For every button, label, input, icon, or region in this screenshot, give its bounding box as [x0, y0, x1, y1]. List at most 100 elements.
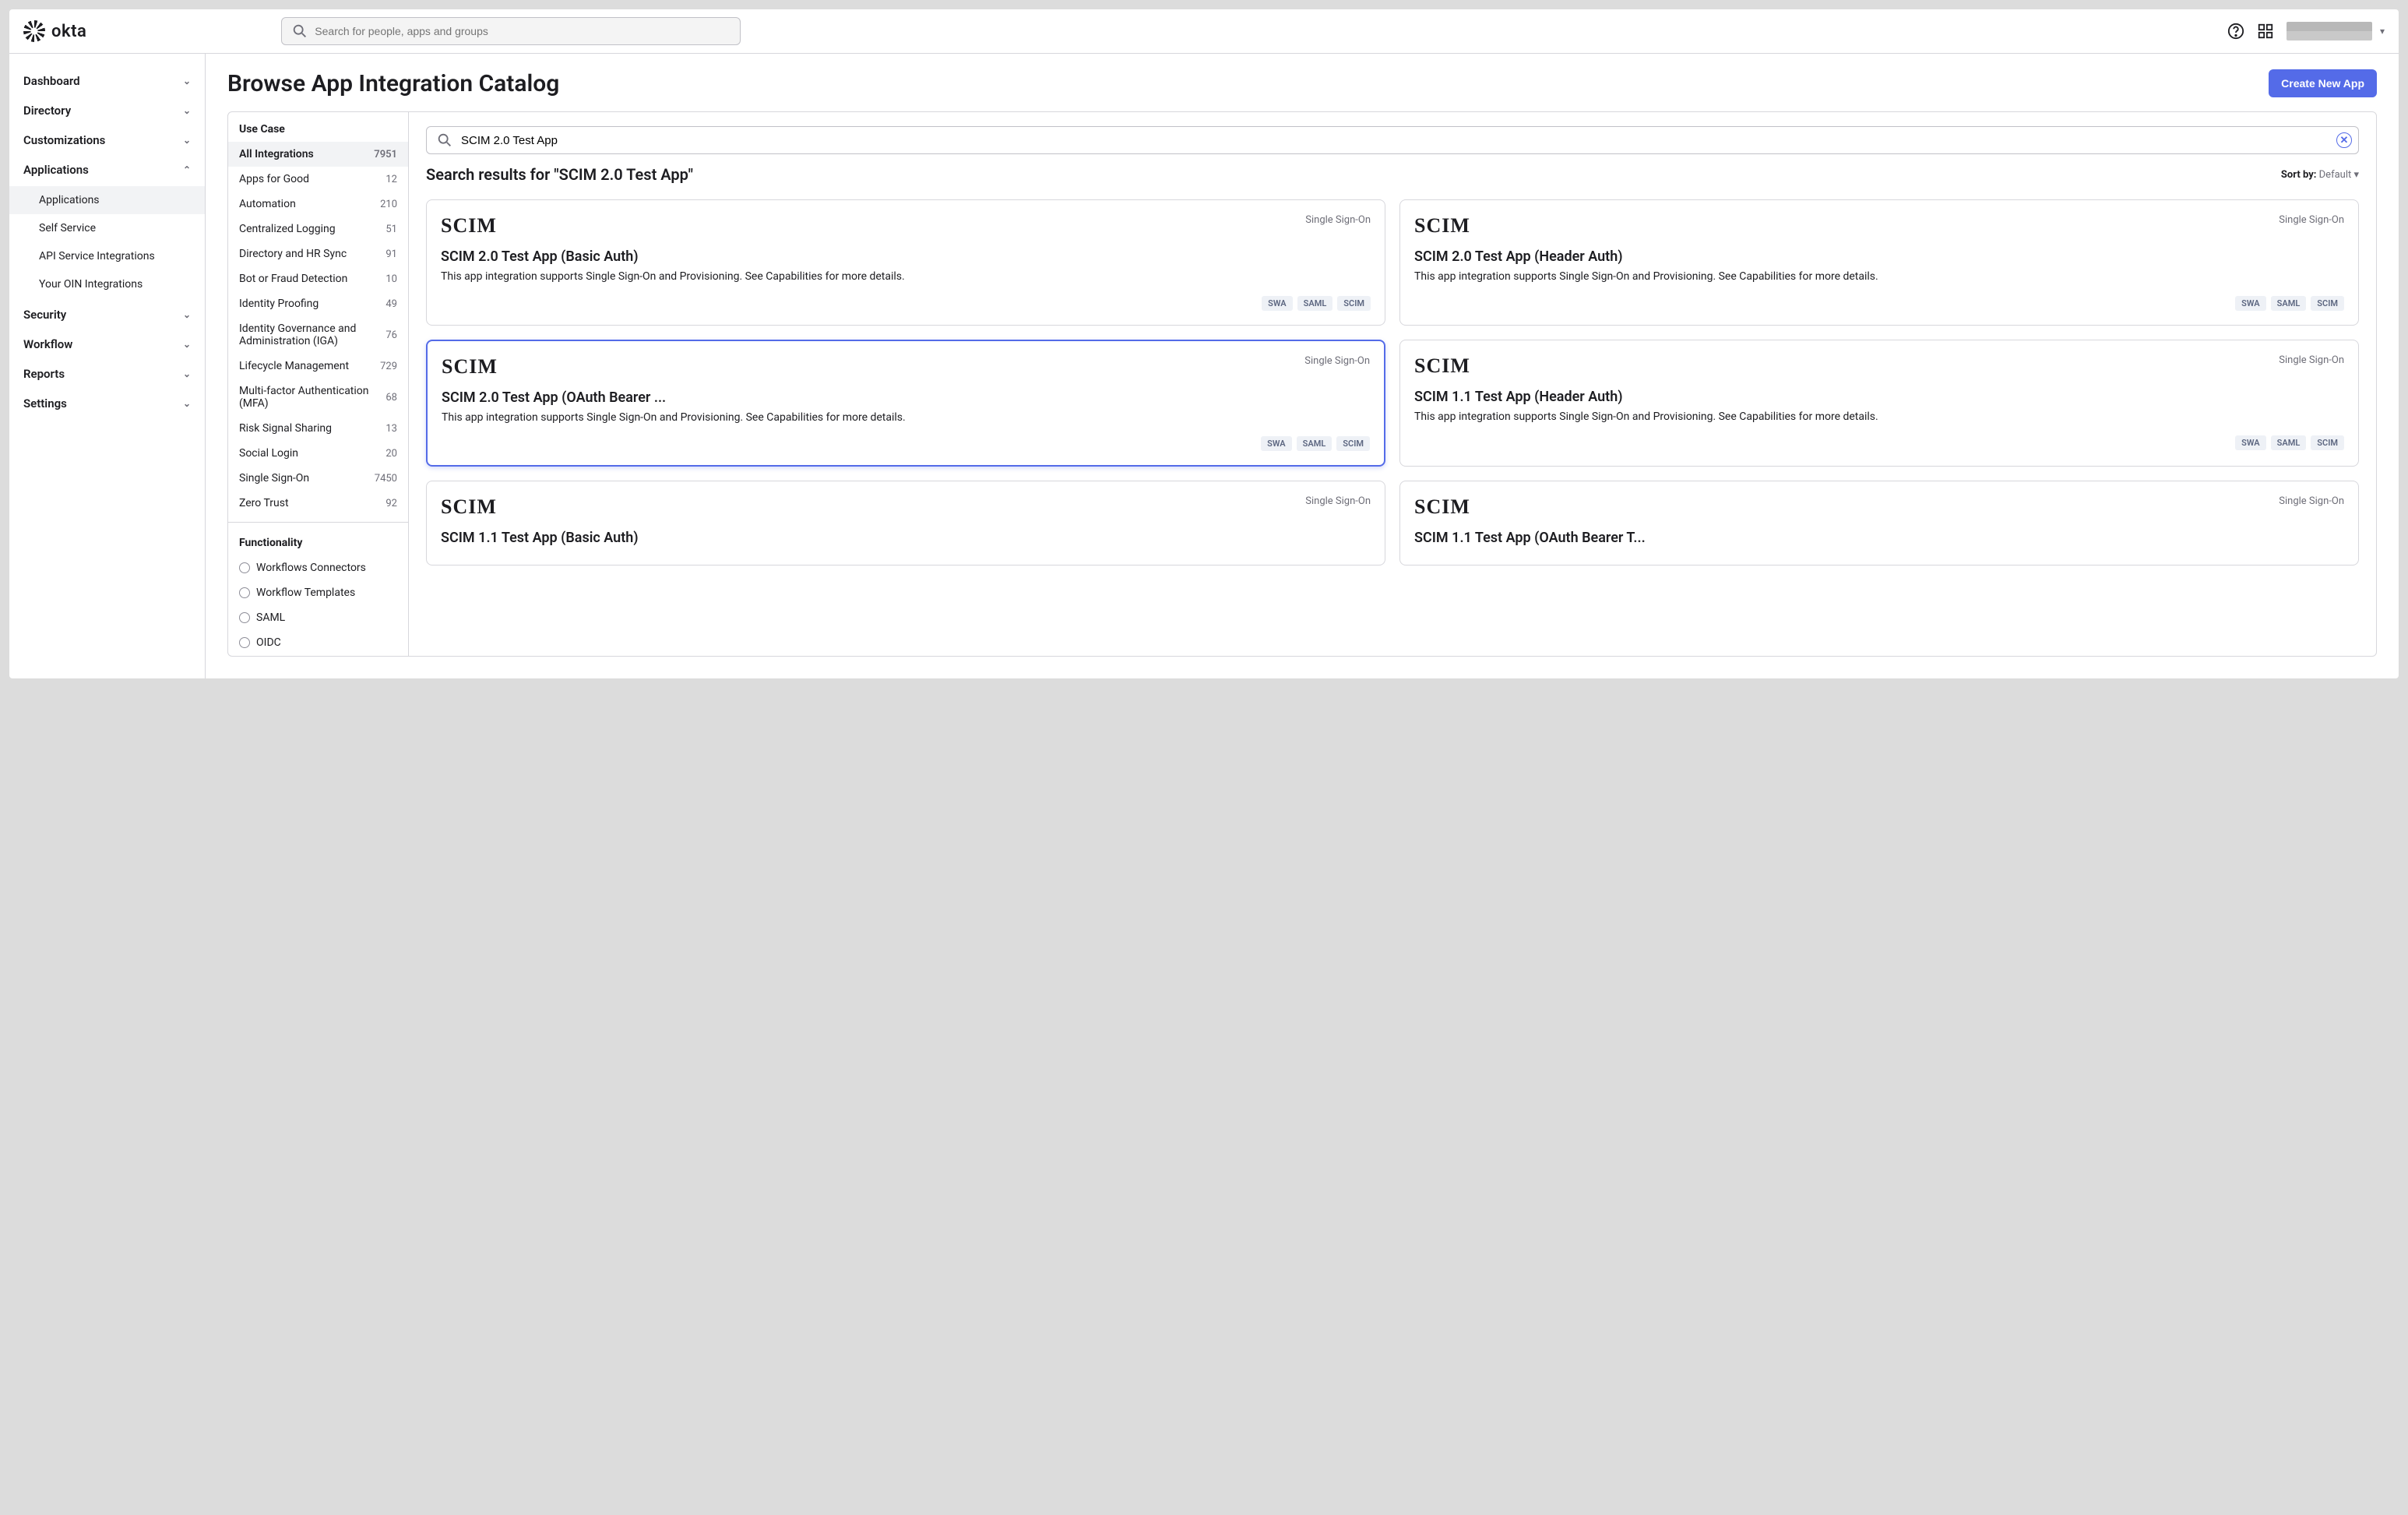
brand-text: okta [51, 22, 86, 41]
chevron-down-icon: ⌄ [183, 309, 191, 320]
filter-count: 91 [385, 248, 397, 260]
results-search[interactable]: ✕ [426, 126, 2359, 154]
chevron-down-icon: ▾ [2380, 26, 2385, 37]
card-description: This app integration supports Single Sig… [1414, 410, 2344, 425]
filter-use-case[interactable]: Bot or Fraud Detection10 [228, 266, 408, 291]
sidebar-subitem[interactable]: Applications [9, 186, 205, 214]
card-tags: SWA SAML SCIM [1414, 435, 2344, 450]
page-title: Browse App Integration Catalog [227, 70, 559, 97]
card-title: SCIM 2.0 Test App (Header Auth) [1414, 248, 2344, 265]
sidebar-item-customizations[interactable]: Customizations⌄ [9, 125, 205, 155]
divider [228, 522, 408, 523]
tag: SWA [2235, 435, 2265, 450]
sidebar-item-label: Workflow [23, 337, 72, 351]
sidebar-item-applications[interactable]: Applications ⌃ [9, 155, 205, 185]
scim-logo-icon: SCIM [441, 214, 497, 238]
create-new-app-button[interactable]: Create New App [2269, 69, 2377, 97]
card-title: SCIM 2.0 Test App (Basic Auth) [441, 248, 1371, 265]
sidebar-subitem[interactable]: Your OIN Integrations [9, 270, 205, 298]
filter-count: 20 [385, 448, 397, 460]
filter-label: SAML [256, 611, 285, 624]
sidebar-subitem[interactable]: API Service Integrations [9, 242, 205, 270]
filter-use-case[interactable]: Risk Signal Sharing13 [228, 416, 408, 441]
filter-label: Workflows Connectors [256, 562, 366, 574]
filter-use-case[interactable]: Single Sign-On7450 [228, 466, 408, 491]
scim-logo-icon: SCIM [1414, 495, 1470, 519]
filter-label: Multi-factor Authentication (MFA) [239, 385, 379, 410]
card-description: This app integration supports Single Sig… [1414, 270, 2344, 285]
sidebar-item-security[interactable]: Security⌄ [9, 300, 205, 329]
app-card[interactable]: SCIM Single Sign-On SCIM 2.0 Test App (Hea… [1399, 199, 2359, 326]
sidebar-item-settings[interactable]: Settings⌄ [9, 389, 205, 418]
sidebar-item-label: Applications [23, 163, 89, 177]
filter-count: 49 [385, 298, 397, 310]
filter-label: Social Login [239, 447, 298, 460]
tag: SAML [1297, 436, 1332, 451]
tag: SCIM [1336, 436, 1370, 451]
card-badge: Single Sign-On [2279, 214, 2344, 226]
sidebar-item-directory[interactable]: Directory ⌄ [9, 96, 205, 125]
scim-logo-icon: SCIM [1414, 214, 1470, 238]
filter-use-case[interactable]: Lifecycle Management729 [228, 354, 408, 379]
app-card[interactable]: SCIMSingle Sign-OnSCIM 1.1 Test App (OAu… [1399, 481, 2359, 565]
help-icon[interactable] [2227, 23, 2244, 40]
global-search[interactable] [281, 17, 741, 45]
filter-count: 7450 [375, 473, 397, 484]
sidebar-item-label: Dashboard [23, 74, 80, 88]
filter-functionality[interactable]: SAML [228, 605, 408, 630]
radio-icon [239, 587, 250, 598]
filter-use-case[interactable]: Multi-factor Authentication (MFA)68 [228, 379, 408, 416]
card-title: SCIM 2.0 Test App (OAuth Bearer ... [442, 389, 1370, 406]
card-badge: Single Sign-On [1304, 355, 1370, 367]
filter-functionality[interactable]: OIDC [228, 630, 408, 655]
radio-icon [239, 637, 250, 648]
filter-functionality[interactable]: Workflows Connectors [228, 555, 408, 580]
sidebar-item-reports[interactable]: Reports⌄ [9, 359, 205, 389]
sidebar-subitem[interactable]: Self Service [9, 214, 205, 242]
clear-search-icon[interactable]: ✕ [2336, 132, 2352, 148]
filter-functionality[interactable]: Workflow Templates [228, 580, 408, 605]
results-search-input[interactable] [461, 134, 2329, 147]
filter-label: Zero Trust [239, 497, 289, 509]
filter-count: 92 [385, 498, 397, 509]
tag: SAML [1297, 296, 1333, 311]
user-menu[interactable]: ▾ [2287, 22, 2385, 41]
filter-use-case[interactable]: Centralized Logging51 [228, 217, 408, 241]
tag: SCIM [2311, 435, 2344, 450]
filter-use-case[interactable]: All Integrations7951 [228, 142, 408, 167]
topbar: okta ▾ [9, 9, 2399, 54]
filter-use-case[interactable]: Apps for Good12 [228, 167, 408, 192]
filter-use-case[interactable]: Identity Proofing49 [228, 291, 408, 316]
card-tags: SWASAMLSCIM [442, 436, 1370, 451]
tag: SCIM [1337, 296, 1371, 311]
filter-use-case[interactable]: Directory and HR Sync91 [228, 241, 408, 266]
app-card[interactable]: SCIMSingle Sign-OnSCIM 2.0 Test App (Bas… [426, 199, 1385, 326]
card-title: SCIM 1.1 Test App (OAuth Bearer T... [1414, 530, 2344, 546]
filter-label: Lifecycle Management [239, 360, 349, 372]
filter-use-case[interactable]: Social Login 20 [228, 441, 408, 466]
sidebar-item-label: Directory [23, 104, 71, 118]
tag: SCIM [2311, 296, 2344, 311]
brand-logo[interactable]: okta [23, 20, 86, 42]
tag: SAML [2271, 435, 2307, 450]
sidebar-item-workflow[interactable]: Workflow⌄ [9, 329, 205, 359]
filter-use-case[interactable]: Identity Governance and Administration (… [228, 316, 408, 354]
global-search-input[interactable] [315, 25, 730, 37]
apps-grid-icon[interactable] [2257, 23, 2274, 40]
filter-use-case[interactable]: Zero Trust 92 [228, 491, 408, 516]
app-card[interactable]: SCIMSingle Sign-OnSCIM 1.1 Test App (Hea… [1399, 340, 2359, 467]
sidebar-item-dashboard[interactable]: Dashboard⌄ [9, 66, 205, 96]
chevron-down-icon: ⌄ [183, 105, 191, 116]
filter-count: 12 [385, 174, 397, 185]
filter-use-case[interactable]: Automation210 [228, 192, 408, 217]
card-description: This app integration supports Single Sig… [441, 270, 1371, 285]
app-card[interactable]: SCIM Single Sign-On SCIM 2.0 Test App (OAu… [426, 340, 1385, 467]
card-title: SCIM 1.1 Test App (Basic Auth) [441, 530, 1371, 546]
search-icon [436, 132, 453, 149]
sort-control[interactable]: Sort by: Default ▾ [2281, 169, 2359, 181]
chevron-down-icon: ⌄ [183, 398, 191, 409]
filter-panel: Use Case All Integrations7951Apps for Go… [228, 112, 409, 656]
sort-value: Default ▾ [2319, 169, 2359, 181]
app-card[interactable]: SCIMSingle Sign-OnSCIM 1.1 Test App (Bas… [426, 481, 1385, 565]
chevron-up-icon: ⌃ [183, 164, 191, 175]
